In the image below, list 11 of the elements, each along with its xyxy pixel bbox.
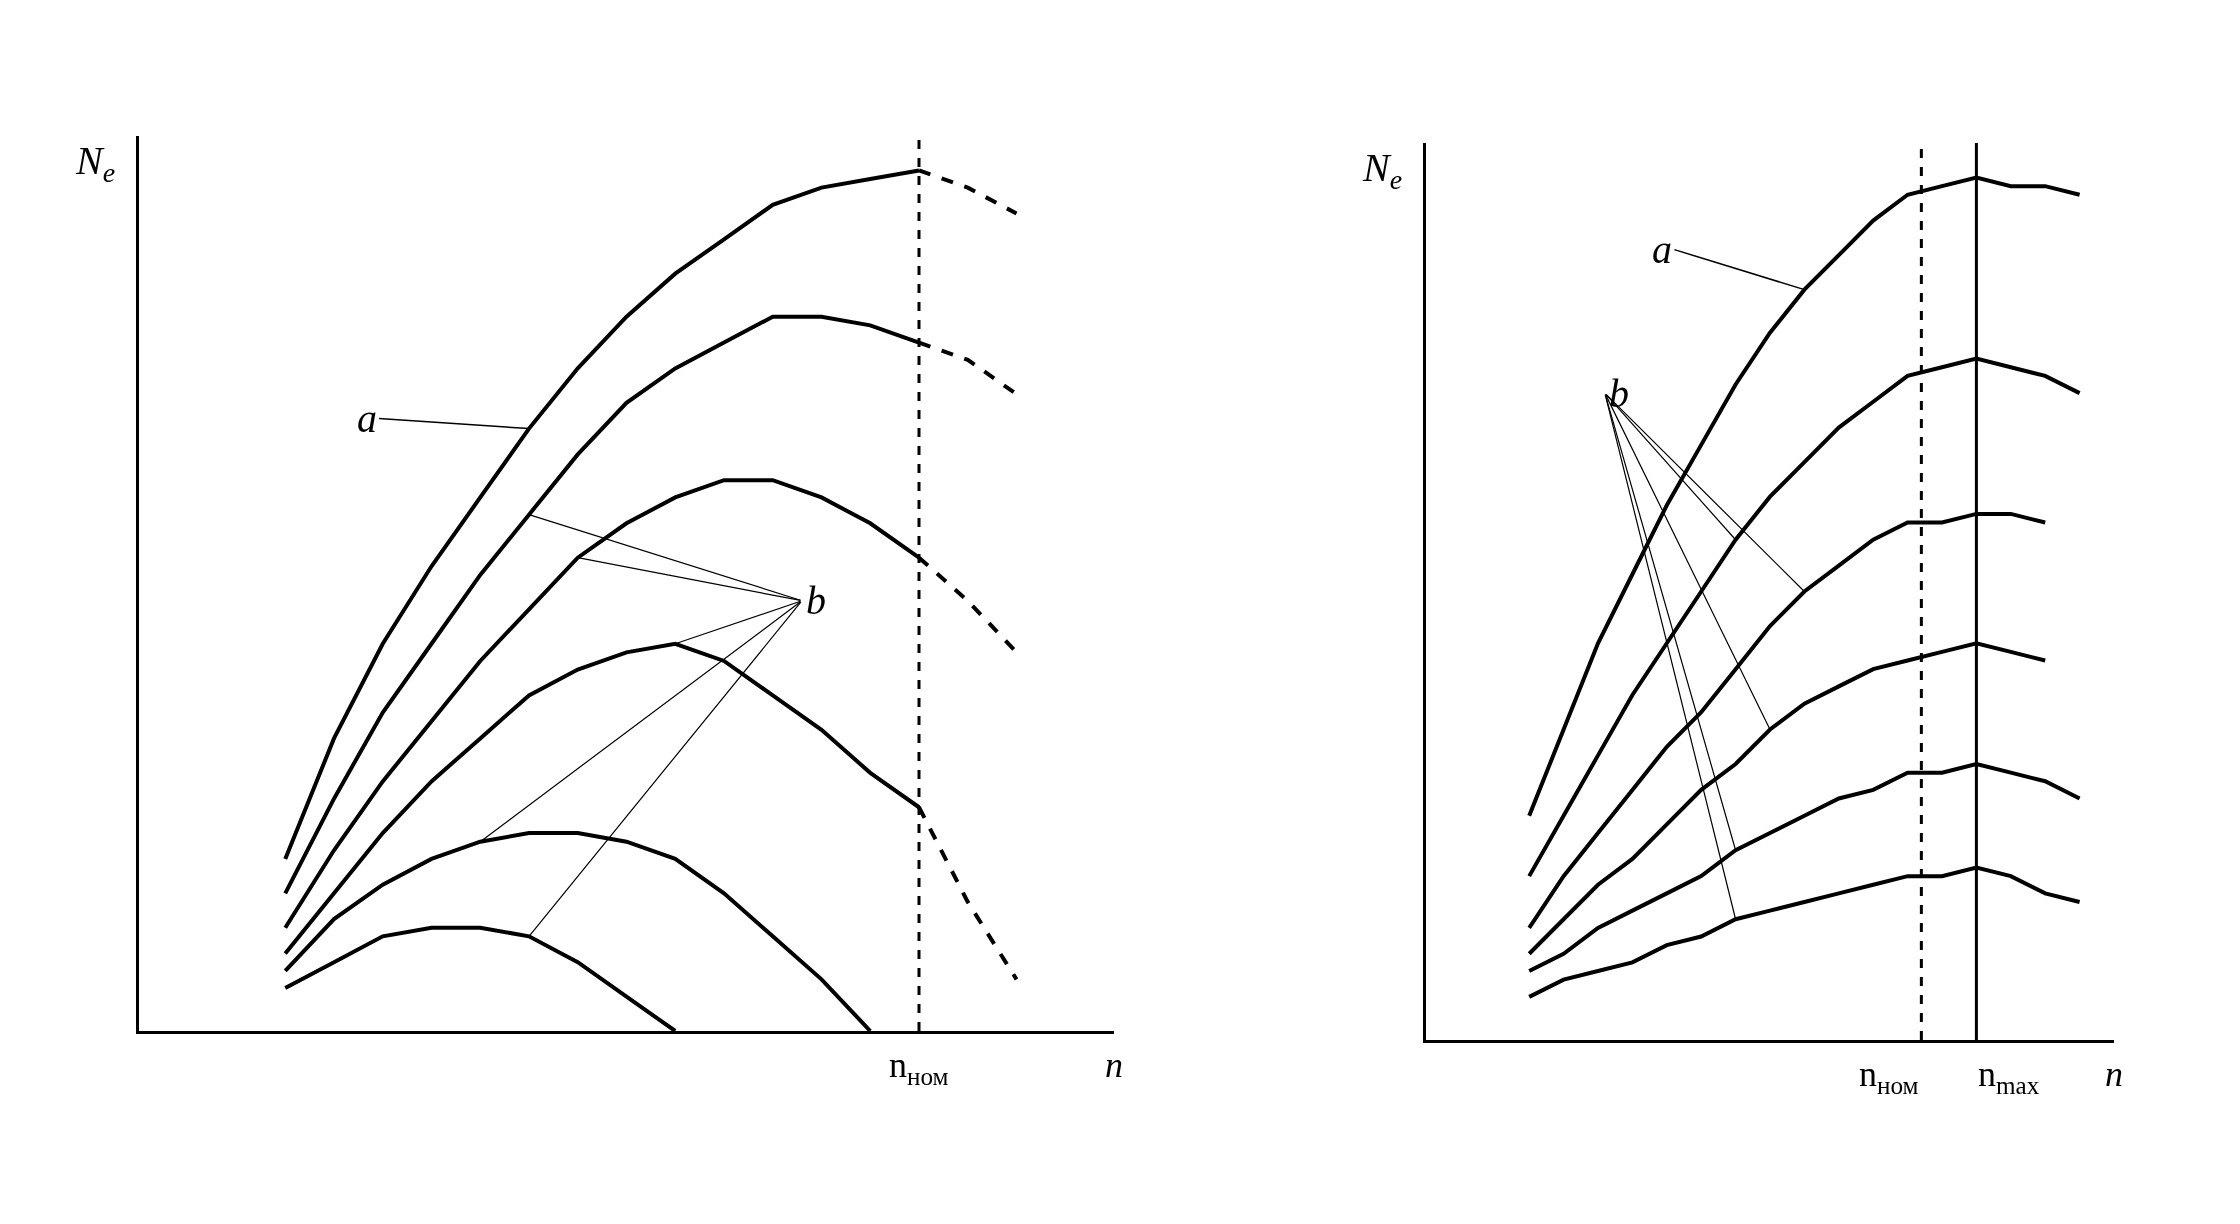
- text: n$_{ном}$: [889, 1045, 949, 1090]
- text: n$_{max}$: [1978, 1054, 2040, 1099]
- annotation: b: [1609, 371, 1629, 416]
- annotation: a: [1652, 227, 1672, 272]
- annotation: a: [357, 396, 377, 441]
- annotation: b: [806, 578, 826, 623]
- x-axis-title: n: [1105, 1045, 1123, 1085]
- y-axis-title: N$_{e}$: [75, 138, 116, 189]
- x-axis-title: n: [2105, 1054, 2123, 1094]
- text: n$_{ном}$: [1859, 1054, 1919, 1099]
- y-axis-title: N$_{e}$: [1362, 145, 1403, 196]
